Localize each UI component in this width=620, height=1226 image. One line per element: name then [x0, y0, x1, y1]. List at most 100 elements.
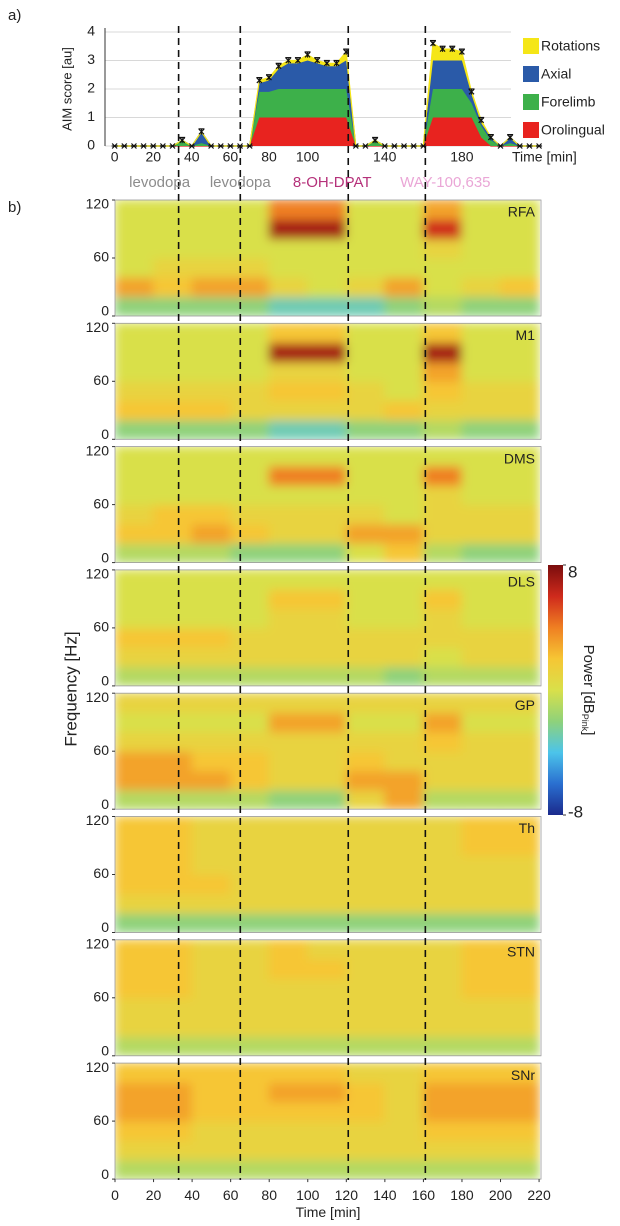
heatmap-cell [422, 646, 463, 668]
heatmap-cell [307, 666, 347, 686]
heatmap-cell [500, 997, 540, 1018]
heatmap-cell [115, 1016, 155, 1037]
heatmap-cell [307, 731, 347, 752]
heatmap-cell [230, 874, 270, 895]
heatmap-cell [500, 569, 540, 590]
heatmap-cell [191, 666, 232, 686]
heatmap-cell [191, 912, 232, 933]
heatmap-cell [191, 1016, 232, 1037]
heatmap-cell [115, 712, 155, 733]
x-tick-label: 100 [296, 149, 320, 165]
error-bar [304, 51, 311, 58]
point-marker [410, 143, 417, 149]
heatmap-cell [191, 693, 232, 714]
y-tick-label: 120 [86, 566, 110, 582]
x-tick-label: 40 [184, 1187, 200, 1203]
heatmap-cell [191, 504, 232, 525]
heatmap-cell [230, 361, 270, 382]
heatmap-cell [461, 816, 502, 837]
heatmap-cell [461, 276, 502, 298]
heatmap-cell [191, 816, 232, 837]
heatmap-cell [191, 835, 232, 856]
heatmap-cell [230, 816, 270, 837]
heatmap-cell [268, 816, 309, 837]
heatmap-cell [115, 380, 155, 402]
heatmap-cell [191, 646, 232, 668]
x-tick-label: 120 [335, 1187, 359, 1203]
point-marker [449, 46, 456, 53]
heatmap-cell [384, 484, 424, 506]
heatmap-cell [307, 342, 347, 363]
heatmap-cell [191, 257, 232, 278]
heatmap-cell [307, 1016, 347, 1037]
heatmap-cell [115, 484, 155, 506]
heatmap-cell [191, 789, 232, 810]
heatmap-cell [422, 1139, 463, 1161]
heatmap-cell [307, 1101, 347, 1122]
heatmap-cell [384, 1035, 424, 1056]
heatmap-cell [230, 569, 270, 590]
event-label: 8-OH-DPAT [293, 174, 372, 191]
heatmap-cell [115, 276, 155, 298]
heatmap-cell [268, 977, 309, 999]
heatmap-cell [500, 323, 540, 344]
heatmap-cell [230, 504, 270, 525]
heatmap-cell [268, 789, 309, 810]
heatmap-cell [307, 874, 347, 895]
x-tick-label: 60 [223, 1187, 239, 1203]
error-bar [314, 57, 321, 64]
legend: Rotations Axial Forelimb Orolingual [520, 34, 618, 142]
heatmap-cell [115, 608, 155, 629]
heatmap-cell [268, 770, 309, 791]
heatmap-cell [422, 893, 463, 914]
heatmap-cell [230, 939, 270, 960]
point-marker [150, 143, 157, 149]
heatmap-cell [461, 569, 502, 590]
x-axis-label: Time [min] [512, 149, 577, 165]
point-marker [430, 40, 436, 47]
y-tick-label: 60 [93, 495, 109, 511]
heatmap-cell [345, 569, 386, 590]
heatmap-cell [115, 1035, 155, 1056]
heatmap-cell [500, 465, 540, 486]
heatmap-cell [230, 1063, 270, 1083]
heatmap-cell [268, 419, 309, 440]
heatmap-cell [268, 912, 309, 933]
colorbar-label-part: Pink [580, 714, 590, 732]
point-marker [497, 143, 504, 149]
heatmap-cell [461, 400, 502, 421]
x-tick-label: 80 [261, 1187, 277, 1203]
heatmap-cell [230, 446, 270, 467]
heatmap-cell [115, 997, 155, 1018]
heatmap-cell [307, 770, 347, 791]
heatmap-cell [345, 835, 386, 856]
heatmap-cell [307, 569, 347, 590]
heatmap-cell [384, 257, 424, 278]
heatmap-cell [230, 1159, 270, 1180]
heatmap-cell [461, 504, 502, 525]
heatmap-cell [268, 569, 309, 590]
heatmap-cell [422, 1081, 463, 1103]
heatmap-cell [384, 569, 424, 590]
region-label: Th [519, 820, 535, 836]
heatmap-cell [345, 323, 386, 344]
heatmap-cell [307, 997, 347, 1018]
heatmap-cell [115, 419, 155, 440]
heatmap-cell [268, 380, 309, 402]
heatmap-cell [115, 588, 155, 610]
heatmap-cell [115, 789, 155, 810]
point-marker [275, 63, 282, 70]
heatmap-cell [500, 542, 540, 563]
heatmap-cell [422, 296, 463, 316]
heatmap-cell [230, 419, 270, 440]
heatmap-cell [191, 569, 232, 590]
heatmap-cell [345, 1159, 386, 1180]
heatmap-cell [384, 1016, 424, 1037]
heatmap-cell [191, 419, 232, 440]
heatmap-cell [384, 523, 424, 544]
point-marker [507, 134, 514, 141]
heatmap-cell [461, 912, 502, 933]
error-bar [256, 76, 263, 84]
heatmap-cell [422, 1063, 463, 1083]
y-tick-label: 0 [101, 796, 109, 812]
